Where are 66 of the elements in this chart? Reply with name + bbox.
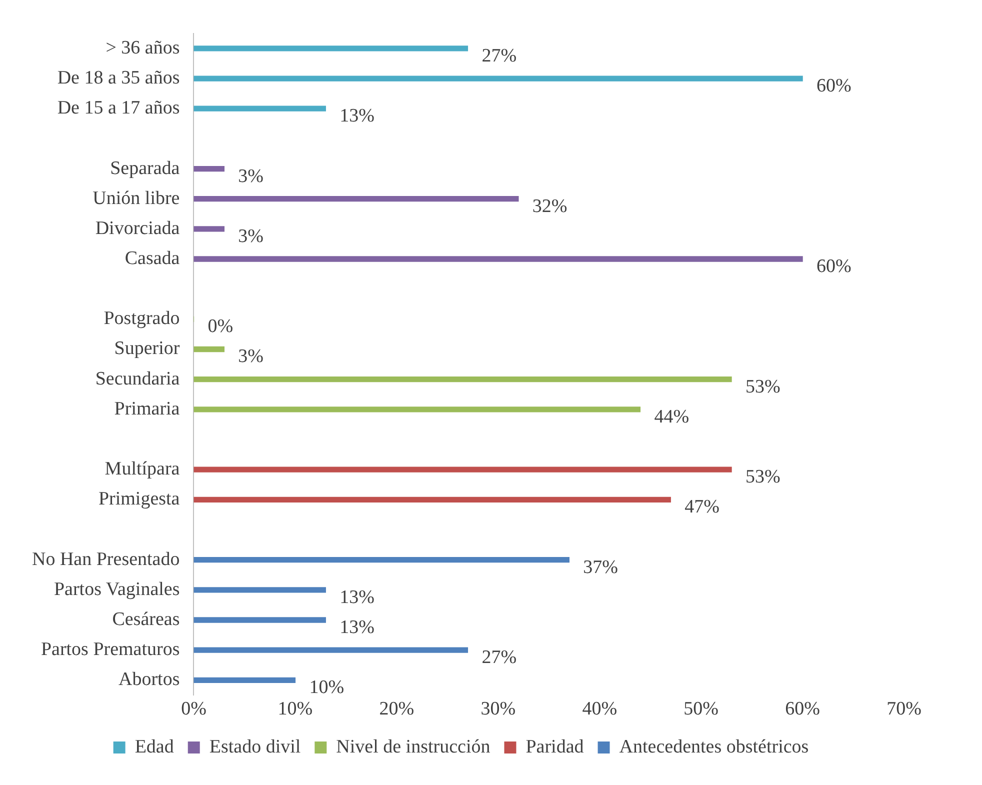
y-tick-label: De 15 a 17 años (57, 98, 180, 119)
data-label: 13% (340, 586, 375, 608)
x-tick-label: 0% (181, 698, 207, 720)
data-label: 27% (482, 45, 517, 66)
x-tick-label: 50% (684, 698, 719, 720)
x-tick-label: 40% (582, 698, 618, 720)
data-label: 47% (684, 496, 720, 518)
y-tick-label: Partos Vaginales (54, 578, 180, 600)
legend-label: Edad (134, 736, 174, 758)
bar (194, 587, 326, 593)
y-tick-label: Cesáreas (112, 608, 180, 630)
y-tick-label: Separada (110, 158, 180, 179)
y-tick-label: De 18 a 35 años (57, 68, 180, 89)
data-label: 27% (482, 647, 517, 668)
bar (194, 226, 225, 232)
y-tick-label: Divorciada (95, 218, 180, 239)
bar (194, 46, 468, 52)
data-label: 13% (340, 106, 375, 127)
y-tick-label: Abortos (118, 669, 180, 690)
y-tick-label: No Han Presentado (32, 548, 180, 570)
bar (194, 76, 803, 82)
legend-label: Paridad (526, 736, 584, 758)
bar (194, 406, 641, 412)
legend-label: Estado divil (209, 736, 301, 758)
data-label: 10% (309, 677, 344, 698)
data-label: 53% (746, 466, 781, 488)
bar (194, 106, 326, 112)
data-label: 3% (238, 226, 264, 247)
data-label: 13% (340, 616, 375, 638)
x-tick-label: 20% (379, 698, 414, 720)
y-tick-label: Primaria (114, 398, 180, 420)
bar (194, 376, 732, 382)
y-tick-label: > 36 años (106, 37, 180, 58)
y-tick-label: Casada (124, 248, 180, 269)
x-tick-label: 10% (278, 698, 313, 720)
data-label: 53% (746, 376, 781, 398)
bar (194, 346, 225, 352)
bar (194, 256, 803, 262)
data-label: 44% (654, 406, 690, 428)
y-tick-label: Primigesta (98, 488, 180, 510)
x-tick-label: 30% (480, 698, 516, 720)
y-tick-label: Multípara (104, 458, 180, 480)
data-label: 3% (238, 166, 264, 187)
data-label: 3% (238, 346, 264, 368)
y-tick-label: Partos Prematuros (40, 639, 180, 660)
y-tick-label: Superior (114, 338, 180, 360)
x-tick-label: 60% (785, 698, 820, 720)
bar (194, 166, 225, 172)
data-label: 37% (583, 556, 618, 578)
bar (194, 677, 296, 683)
y-tick-label: Postgrado (104, 308, 180, 330)
y-tick-label: Unión libre (92, 188, 180, 209)
bar (194, 466, 732, 472)
data-label: 0% (208, 316, 234, 338)
data-label: 32% (532, 196, 568, 217)
legend-label: Antecedentes obstétricos (619, 736, 809, 758)
x-tick-label: 70% (886, 698, 922, 720)
bar (194, 496, 671, 502)
bar (194, 557, 570, 563)
legend-label: Nivel de instrucción (336, 736, 491, 758)
data-label: 60% (816, 256, 852, 277)
bar (194, 196, 519, 202)
data-label: 60% (816, 76, 852, 97)
bar (194, 617, 326, 623)
y-tick-label: Secundaria (95, 368, 180, 390)
bar (194, 647, 468, 653)
